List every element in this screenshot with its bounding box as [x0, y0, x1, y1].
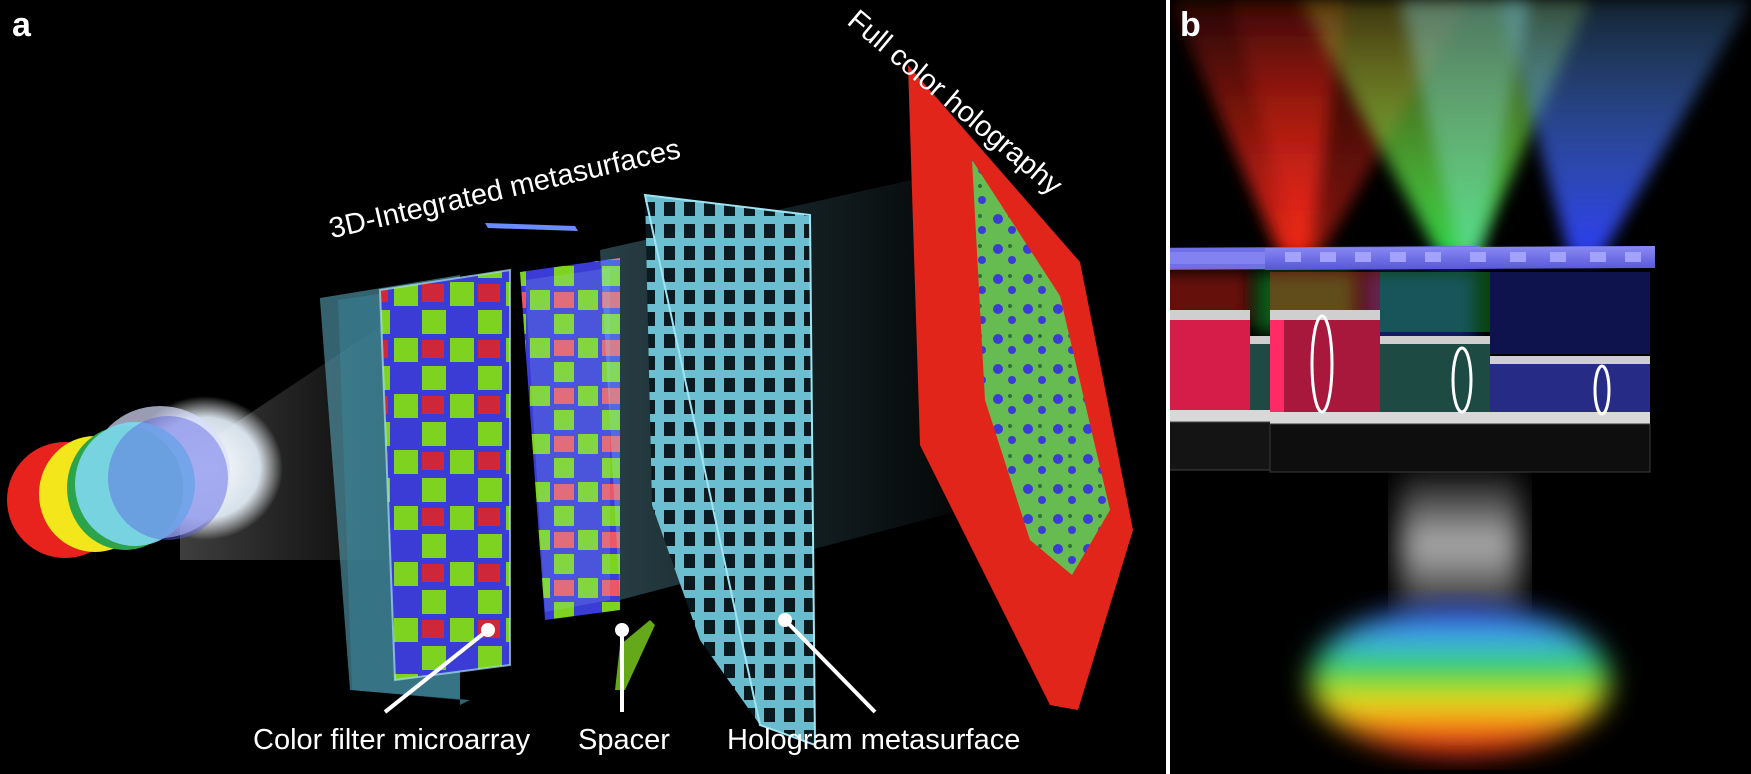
panel-a-illustration [7, 65, 1133, 747]
spacer-label: Spacer [578, 724, 670, 756]
callout-dot-filter [481, 623, 495, 637]
panel-b-device-stack [1265, 246, 1655, 473]
panel-b: b [1170, 0, 1751, 774]
callout-line-filter [383, 628, 490, 714]
color-filter-microarray-label: Color filter microarray [253, 724, 531, 756]
panel-a: a 3D-Integrated metasurfaces Full color … [0, 0, 1166, 774]
callout-dot-spacer [615, 623, 629, 637]
callout-dot-hologram [778, 613, 792, 627]
hologram-metasurface-label: Hologram metasurface [727, 724, 1021, 756]
panel-a-label: a [12, 6, 31, 44]
panel-b-label: b [1180, 6, 1201, 44]
callout-line-hologram [783, 618, 877, 714]
